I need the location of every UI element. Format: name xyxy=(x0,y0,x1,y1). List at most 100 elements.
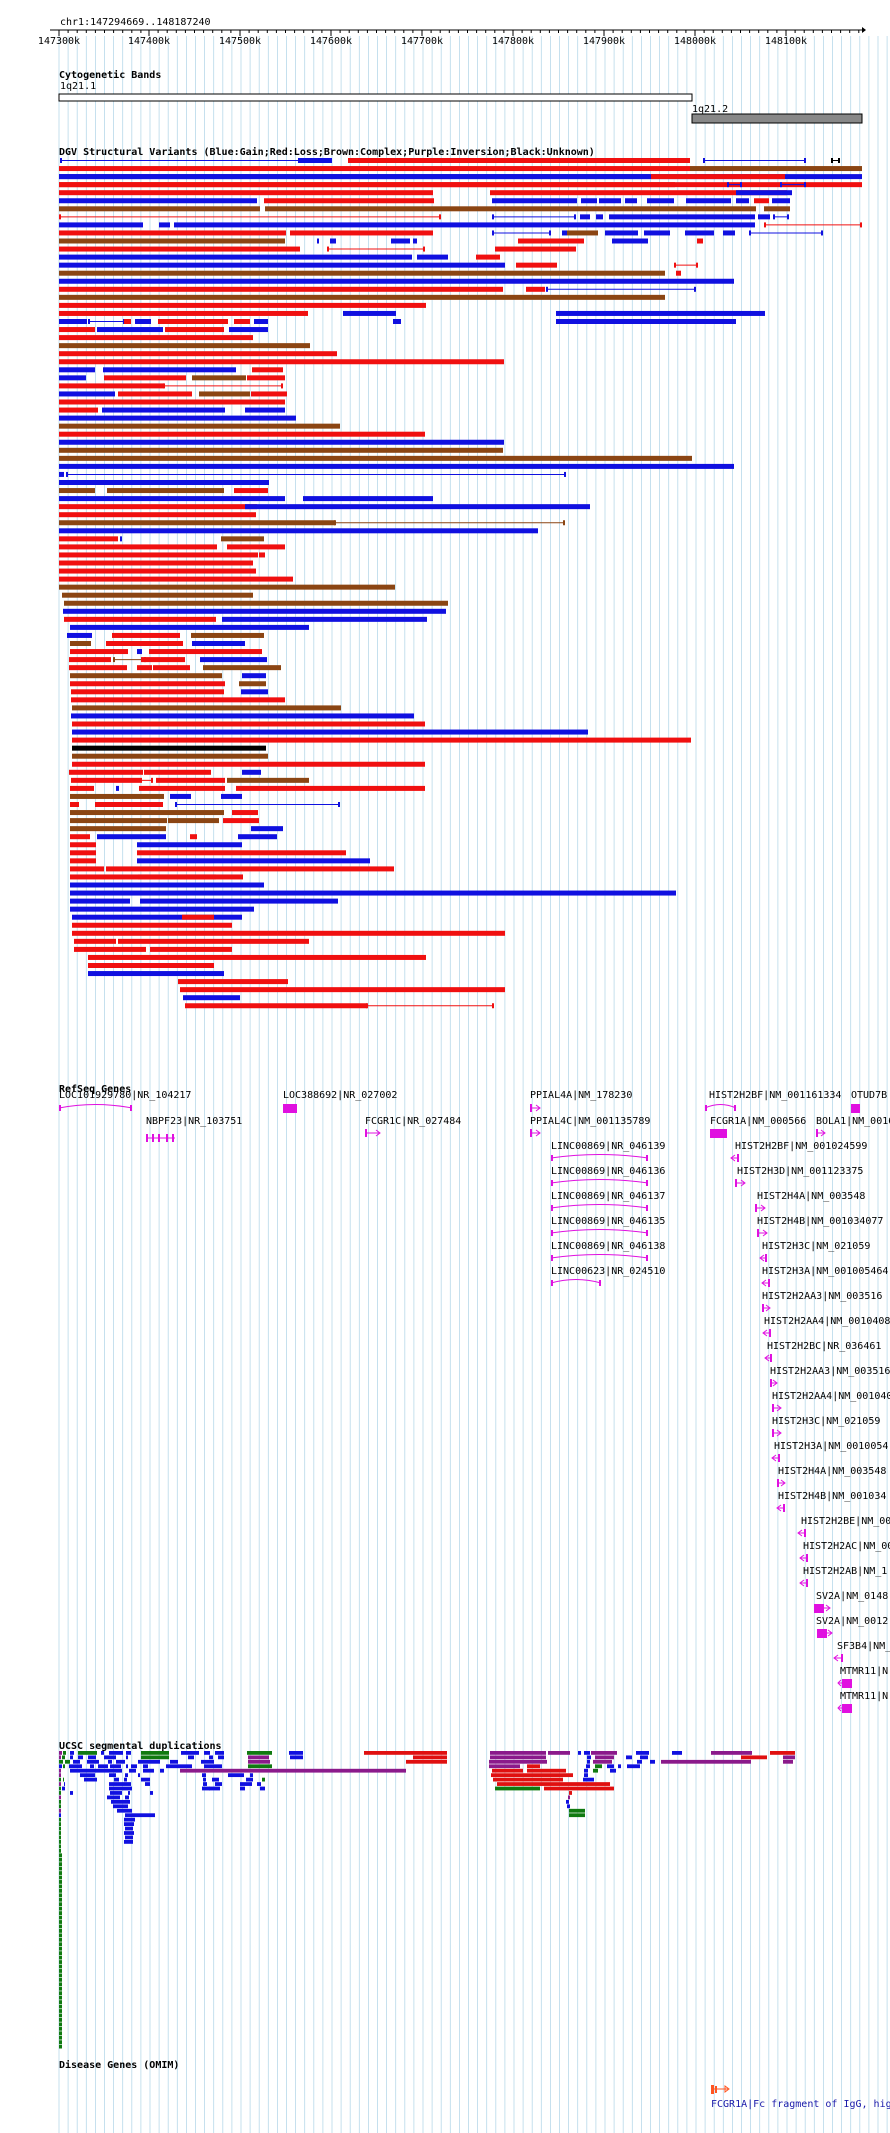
dgv-variant[interactable] xyxy=(72,922,232,928)
refseq-gene-label[interactable]: NBPF23|NR_103751 xyxy=(146,1116,242,1127)
refseq-gene-label[interactable]: HIST2H4A|NM_003548 xyxy=(778,1466,886,1477)
dgv-variant[interactable] xyxy=(70,826,166,832)
segdup-block[interactable] xyxy=(228,1773,244,1778)
segdup-block[interactable] xyxy=(109,1751,123,1755)
dgv-variant[interactable] xyxy=(245,174,650,180)
dgv-variant[interactable] xyxy=(242,769,261,775)
segdup-block[interactable] xyxy=(741,1755,767,1760)
refseq-gene-label[interactable]: HIST2H2AA4|NM_0010408 xyxy=(764,1316,890,1327)
segdup-block[interactable] xyxy=(587,1759,590,1764)
dgv-variant[interactable] xyxy=(265,206,756,212)
segdup-block[interactable] xyxy=(636,1751,649,1755)
segdup-block[interactable] xyxy=(406,1759,447,1764)
dgv-variant[interactable] xyxy=(135,319,151,324)
dgv-variant[interactable] xyxy=(71,697,285,703)
refseq-gene[interactable]: HIST2H2BF|NM_001161334 xyxy=(704,1090,841,1111)
dgv-variant[interactable] xyxy=(200,657,267,663)
segdup-block[interactable] xyxy=(527,1768,566,1773)
refseq-gene[interactable]: HIST2H2AC|NM_00 xyxy=(799,1541,890,1562)
segdup-block[interactable] xyxy=(64,1782,65,1786)
dgv-variant[interactable] xyxy=(59,439,504,445)
dgv-variant[interactable] xyxy=(71,777,140,783)
segdup-block[interactable] xyxy=(497,1782,610,1786)
refseq-gene-label[interactable]: SV2A|NM_0148 xyxy=(816,1591,888,1602)
dgv-variant[interactable] xyxy=(70,906,254,912)
dgv-variant[interactable] xyxy=(59,391,115,397)
refseq-gene[interactable]: MTMR11|N xyxy=(837,1666,888,1688)
dgv-variant[interactable] xyxy=(236,785,425,791)
refseq-gene[interactable]: SV2A|NM_0012 xyxy=(816,1616,888,1638)
dgv-variant[interactable] xyxy=(159,222,170,228)
segdup-block[interactable] xyxy=(566,1799,569,1804)
dgv-variant[interactable] xyxy=(492,198,577,204)
dgv-variant[interactable] xyxy=(490,190,787,196)
dgv-variant[interactable] xyxy=(124,319,131,324)
segdup-block[interactable] xyxy=(70,1768,122,1773)
dgv-variant[interactable] xyxy=(59,310,308,316)
dgv-variant[interactable] xyxy=(88,971,224,977)
dgv-variant[interactable] xyxy=(67,632,92,638)
refseq-gene[interactable]: HIST2H3C|NM_021059 xyxy=(759,1241,870,1262)
dgv-variant[interactable] xyxy=(59,190,433,196)
segdup-block[interactable] xyxy=(124,1831,134,1835)
segdup-block[interactable] xyxy=(84,1777,97,1782)
dgv-variant[interactable] xyxy=(251,826,283,832)
segdup-block[interactable] xyxy=(59,1799,61,1804)
segdup-block[interactable] xyxy=(584,1751,590,1755)
dgv-variant[interactable] xyxy=(69,769,143,775)
segdup-block[interactable] xyxy=(59,1937,62,1942)
dgv-variant[interactable] xyxy=(59,351,337,357)
segdup-block[interactable] xyxy=(160,1768,164,1773)
dgv-variant[interactable] xyxy=(772,198,790,204)
segdup-block[interactable] xyxy=(59,1786,61,1791)
dgv-variant[interactable] xyxy=(72,930,505,936)
segdup-block[interactable] xyxy=(181,1751,199,1755)
segdup-block[interactable] xyxy=(246,1777,253,1782)
dgv-variant[interactable] xyxy=(59,278,734,284)
dgv-variant[interactable] xyxy=(59,415,296,421)
dgv-variant[interactable] xyxy=(116,785,119,791)
segdup-block[interactable] xyxy=(364,1751,447,1755)
dgv-variant[interactable] xyxy=(158,319,228,324)
segdup-block[interactable] xyxy=(204,1751,210,1755)
dgv-variant[interactable] xyxy=(59,270,665,276)
dgv-variant[interactable] xyxy=(59,576,293,582)
dgv-variant[interactable] xyxy=(343,310,396,316)
segdup-block[interactable] xyxy=(59,1755,61,1760)
dgv-variant[interactable] xyxy=(165,327,224,333)
segdup-block[interactable] xyxy=(188,1755,194,1760)
segdup-block[interactable] xyxy=(145,1782,150,1786)
dgv-variant[interactable] xyxy=(609,214,755,220)
dgv-variant[interactable] xyxy=(581,198,597,204)
dgv-variant[interactable] xyxy=(234,488,268,494)
dgv-variant[interactable] xyxy=(70,834,90,840)
segdup-block[interactable] xyxy=(59,1804,61,1809)
segdup-block[interactable] xyxy=(59,1977,62,1982)
dgv-variant[interactable] xyxy=(562,230,567,236)
dgv-variant[interactable] xyxy=(59,327,95,333)
segdup-block[interactable] xyxy=(626,1755,632,1760)
segdup-block[interactable] xyxy=(568,1795,570,1800)
segdup-block[interactable] xyxy=(59,1955,62,1960)
refseq-gene[interactable]: SV2A|NM_0148 xyxy=(814,1591,888,1613)
dgv-variant[interactable] xyxy=(118,938,309,944)
dgv-variant[interactable] xyxy=(88,963,146,968)
segdup-block[interactable] xyxy=(595,1755,614,1760)
dgv-variant[interactable] xyxy=(72,737,691,743)
segdup-block[interactable] xyxy=(114,1777,119,1782)
dgv-variant[interactable] xyxy=(651,174,785,180)
segdup-block[interactable] xyxy=(59,1764,62,1769)
refseq-track[interactable]: RefSeq Genes LOC101929780|NR_104217 NBPF2… xyxy=(58,1084,890,1713)
cytoband-band-2[interactable] xyxy=(691,113,863,124)
segdup-block[interactable] xyxy=(586,1764,590,1769)
dgv-variant[interactable] xyxy=(182,914,214,920)
dgv-variant[interactable] xyxy=(70,882,264,888)
dgv-variant[interactable] xyxy=(476,254,500,260)
segdup-block[interactable] xyxy=(203,1782,207,1786)
segdup-block[interactable] xyxy=(126,1751,131,1755)
segdup-block[interactable] xyxy=(240,1782,252,1786)
dgv-variant[interactable] xyxy=(59,230,286,236)
segdup-block[interactable] xyxy=(59,1866,62,1871)
segdup-block[interactable] xyxy=(124,1840,133,1844)
segdup-block[interactable] xyxy=(59,2022,62,2027)
